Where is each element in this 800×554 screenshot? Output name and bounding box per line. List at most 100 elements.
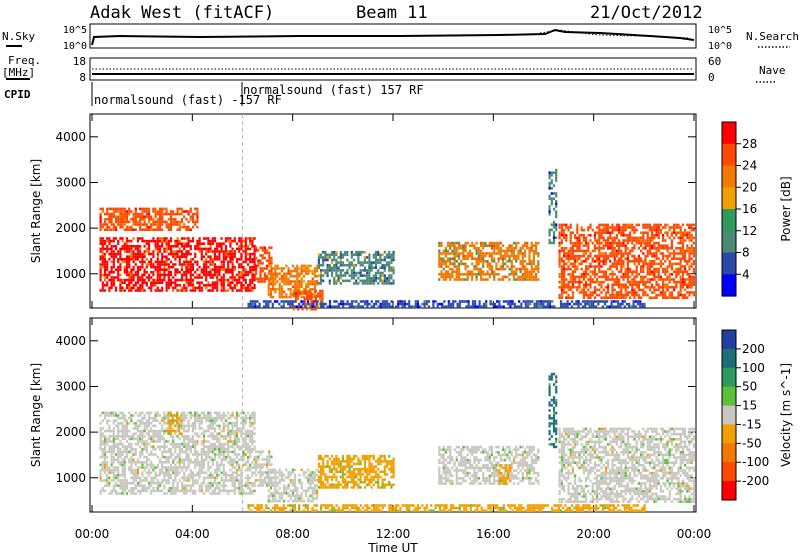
power-cell xyxy=(589,283,592,286)
power-cell xyxy=(110,271,113,274)
power-cell xyxy=(383,263,386,267)
power-cell xyxy=(207,284,210,287)
power-cell xyxy=(167,239,170,243)
power-cell xyxy=(178,263,181,266)
velocity-cell xyxy=(145,479,148,482)
power-cell xyxy=(218,273,221,277)
velocity-cell xyxy=(134,461,137,464)
power-cell xyxy=(440,241,443,245)
power-cell xyxy=(139,252,142,256)
velocity-cell xyxy=(123,445,126,448)
power-cell xyxy=(213,268,217,271)
power-cell xyxy=(305,292,309,295)
power-cell xyxy=(644,254,647,258)
power-cell xyxy=(110,207,113,211)
power-cell xyxy=(128,207,131,211)
power-cell xyxy=(593,236,596,240)
power-cell xyxy=(631,241,634,245)
power-cell xyxy=(259,254,262,257)
power-cell xyxy=(648,267,651,271)
power-cell xyxy=(141,260,144,264)
power-cell xyxy=(145,258,148,261)
power-cell xyxy=(532,244,535,247)
velocity-cell xyxy=(123,435,126,438)
power-cell xyxy=(443,300,446,303)
power-cell xyxy=(668,296,671,299)
power-cell xyxy=(475,273,478,276)
power-cell xyxy=(580,262,583,266)
power-cell xyxy=(211,286,214,290)
power-cell xyxy=(161,289,164,292)
velocity-cell xyxy=(202,450,206,454)
velocity-cell xyxy=(117,458,120,461)
power-cell xyxy=(169,245,173,248)
power-cell xyxy=(198,245,201,248)
power-cell xyxy=(350,300,354,303)
power-cell xyxy=(677,247,680,250)
power-cell xyxy=(425,300,428,303)
power-cell xyxy=(224,278,228,282)
velocity-cell xyxy=(121,479,124,482)
velocity-cell xyxy=(112,432,115,435)
velocity-cell xyxy=(196,414,199,417)
power-cell xyxy=(322,256,325,259)
power-cell xyxy=(211,276,214,279)
power-cell xyxy=(646,244,649,247)
power-cell xyxy=(194,223,197,226)
power-cell xyxy=(558,241,561,245)
power-cell xyxy=(178,228,181,231)
power-cell xyxy=(607,283,610,286)
power-cell xyxy=(272,288,275,291)
power-cell xyxy=(233,276,236,279)
velocity-cell xyxy=(106,476,109,480)
power-cell xyxy=(574,236,577,240)
power-cell xyxy=(253,250,256,253)
power-cell xyxy=(267,305,270,308)
power-cell xyxy=(174,212,177,216)
velocity-cell xyxy=(200,422,203,425)
velocity-cell xyxy=(128,429,131,433)
power-cell xyxy=(624,267,627,271)
power-cell xyxy=(261,277,264,281)
velocity-cell xyxy=(185,424,188,428)
power-cell xyxy=(128,273,131,277)
power-cell xyxy=(593,249,596,253)
power-cell xyxy=(562,302,565,306)
power-cell xyxy=(677,296,680,299)
power-cell xyxy=(574,262,577,266)
power-cell xyxy=(302,288,305,291)
velocity-cell xyxy=(108,414,111,417)
power-cell xyxy=(620,260,623,263)
power-cell xyxy=(165,247,168,251)
power-cell xyxy=(451,273,454,276)
power-cell xyxy=(355,271,358,275)
power-cell xyxy=(317,263,320,267)
power-cell xyxy=(550,228,553,232)
power-cell xyxy=(679,286,682,289)
velocity-cell xyxy=(119,453,122,456)
power-cell xyxy=(333,305,336,308)
velocity-cell xyxy=(99,432,102,435)
velocity-cell xyxy=(189,458,192,461)
power-cell xyxy=(128,286,131,290)
power-cell xyxy=(612,305,615,308)
power-cell xyxy=(390,256,393,259)
power-cell xyxy=(670,278,673,281)
velocity-cell xyxy=(134,450,137,454)
power-cell xyxy=(132,273,135,277)
power-cell xyxy=(108,273,111,277)
power-cell xyxy=(624,286,627,289)
power-cell xyxy=(346,258,349,262)
power-cell xyxy=(576,265,579,268)
power-cell xyxy=(139,250,142,253)
power-cell xyxy=(465,300,468,303)
power-cell xyxy=(473,265,476,268)
power-cell xyxy=(679,257,682,260)
power-cell xyxy=(266,249,269,252)
nsky-label: N.Sky xyxy=(2,30,35,43)
power-cell xyxy=(578,236,581,240)
power-cell xyxy=(302,300,305,303)
power-cell xyxy=(123,247,126,251)
power-cell xyxy=(397,302,400,306)
power-cell xyxy=(664,223,667,227)
